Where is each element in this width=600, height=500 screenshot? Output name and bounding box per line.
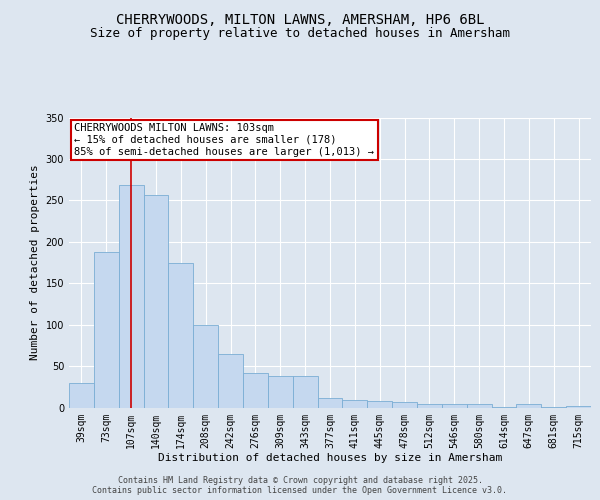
- Bar: [392, 402, 417, 407]
- Bar: [541, 406, 566, 408]
- Bar: [417, 404, 442, 407]
- Bar: [442, 404, 467, 407]
- Text: CHERRYWOODS MILTON LAWNS: 103sqm
← 15% of detached houses are smaller (178)
85% : CHERRYWOODS MILTON LAWNS: 103sqm ← 15% o…: [74, 124, 374, 156]
- Text: Contains HM Land Registry data © Crown copyright and database right 2025.
Contai: Contains HM Land Registry data © Crown c…: [92, 476, 508, 495]
- Bar: [491, 406, 517, 408]
- Bar: [69, 382, 94, 407]
- Bar: [193, 326, 218, 407]
- Bar: [143, 196, 169, 408]
- Y-axis label: Number of detached properties: Number of detached properties: [30, 164, 40, 360]
- Bar: [243, 372, 268, 408]
- Bar: [94, 252, 119, 408]
- Bar: [517, 404, 541, 407]
- Bar: [268, 376, 293, 408]
- Bar: [119, 186, 143, 408]
- X-axis label: Distribution of detached houses by size in Amersham: Distribution of detached houses by size …: [158, 453, 502, 463]
- Bar: [467, 404, 491, 407]
- Bar: [317, 398, 343, 407]
- Bar: [343, 400, 367, 407]
- Bar: [169, 264, 193, 408]
- Bar: [566, 406, 591, 407]
- Text: Size of property relative to detached houses in Amersham: Size of property relative to detached ho…: [90, 28, 510, 40]
- Bar: [367, 401, 392, 407]
- Bar: [293, 376, 317, 408]
- Text: CHERRYWOODS, MILTON LAWNS, AMERSHAM, HP6 6BL: CHERRYWOODS, MILTON LAWNS, AMERSHAM, HP6…: [116, 12, 484, 26]
- Bar: [218, 354, 243, 408]
